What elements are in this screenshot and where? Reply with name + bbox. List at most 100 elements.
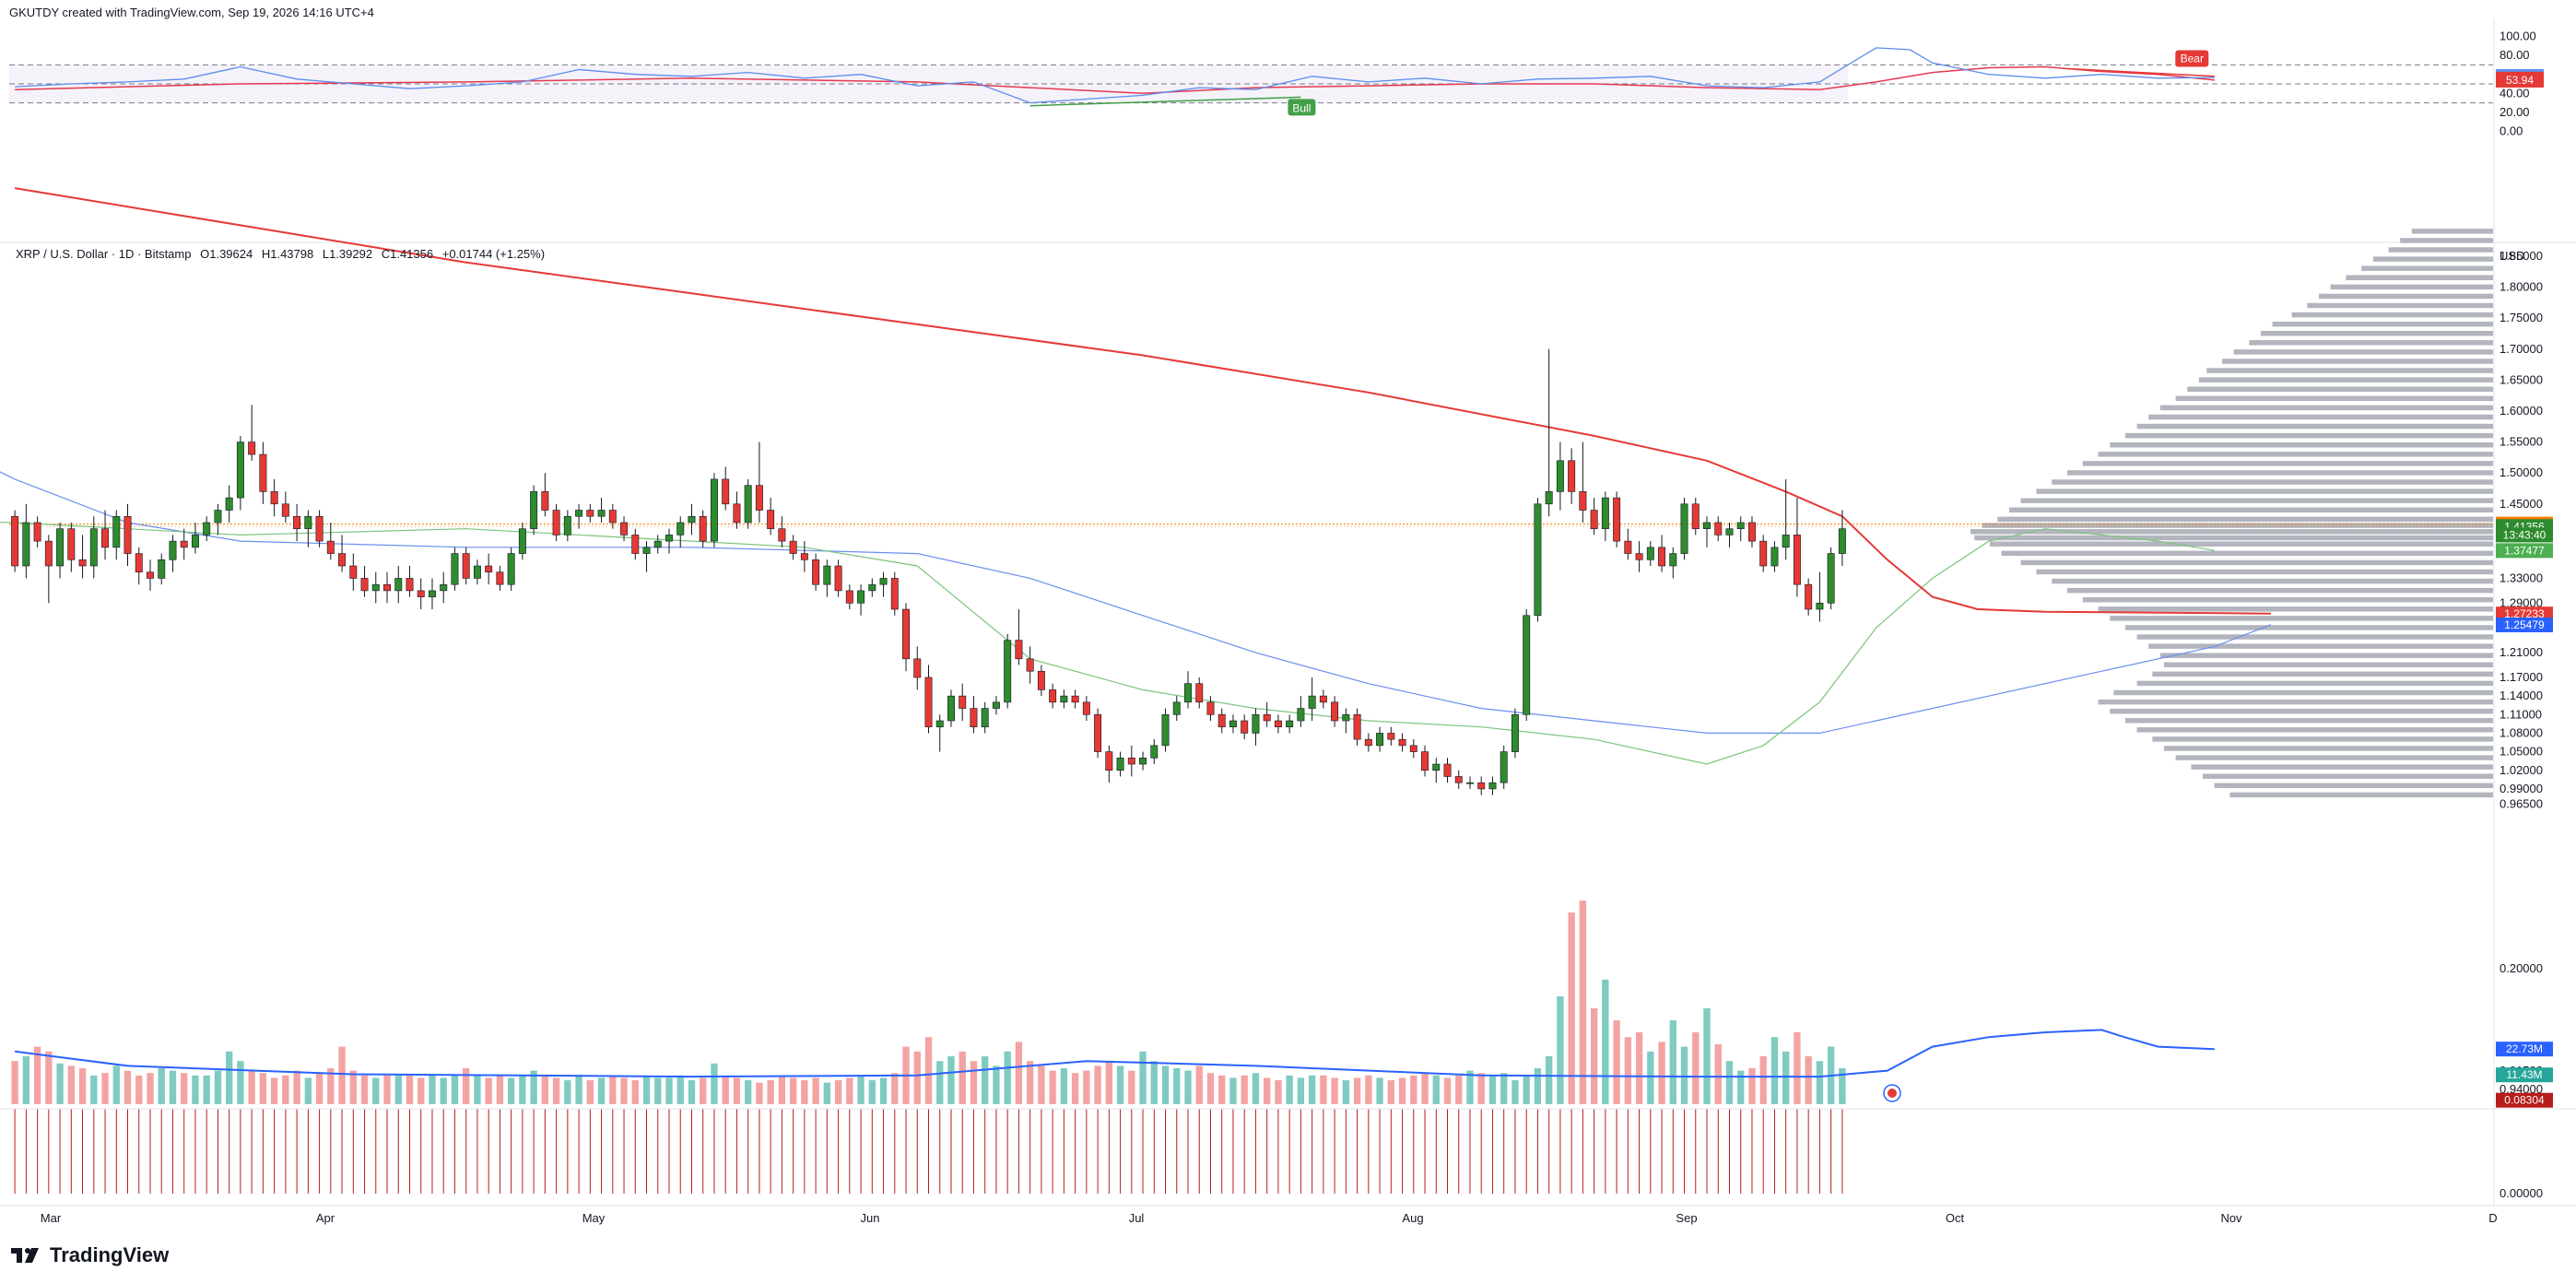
volume-bar	[767, 1080, 774, 1104]
volume-bar	[181, 1073, 188, 1104]
candle-body	[440, 583, 448, 592]
candle-body	[767, 510, 775, 529]
volume-bar	[846, 1077, 853, 1104]
osc-tick-label: 0.00000	[2500, 1186, 2543, 1200]
volume-bar	[1173, 1068, 1181, 1104]
candle-body	[394, 578, 403, 592]
volume-bar	[1264, 1077, 1271, 1104]
volume-bar	[700, 1077, 707, 1104]
volume-profile-bar	[2136, 680, 2493, 687]
candle-body	[158, 559, 166, 579]
legend-close: C1.41356	[381, 247, 434, 261]
volume-bar	[1669, 1020, 1676, 1104]
osc-tick-label: 0.20000	[2500, 961, 2543, 975]
volume-bar	[1466, 1070, 1474, 1104]
candle-body	[653, 540, 662, 548]
volume-bar	[1737, 1070, 1745, 1104]
rsi-value-tag	[2496, 71, 2544, 88]
time-axis-label: Sep	[1676, 1211, 1697, 1225]
volume-profile-bar	[2159, 405, 2493, 411]
candle-body	[44, 540, 53, 567]
tradingview-logo[interactable]: TradingView	[11, 1243, 169, 1267]
candle-body	[1286, 720, 1294, 728]
volume-profile-bar	[2036, 569, 2493, 575]
candle-body	[992, 701, 1000, 709]
candle-body	[1770, 547, 1779, 567]
price-tick-label: 1.65000	[2500, 372, 2543, 386]
price-tick-label: 0.94000	[2500, 1082, 2543, 1096]
volume-bar	[1060, 1068, 1068, 1104]
symbol-legend: XRP / U.S. Dollar · 1D · Bitstamp O1.396…	[16, 247, 550, 261]
volume-bar	[891, 1073, 899, 1104]
legend-symbol[interactable]: XRP / U.S. Dollar · 1D · Bitstamp	[16, 247, 192, 261]
volume-bar	[530, 1070, 537, 1104]
volume-bar	[169, 1070, 177, 1104]
candle-body	[935, 720, 944, 728]
candle-body	[1624, 540, 1632, 554]
candle-body	[868, 583, 876, 592]
volume-bar	[1500, 1073, 1508, 1104]
candle-body	[789, 540, 797, 554]
volume-profile-bar	[2249, 340, 2493, 346]
candle-body	[507, 553, 515, 585]
candle-body	[1827, 553, 1835, 604]
candle-body	[236, 441, 244, 499]
volume-profile-bar	[2261, 331, 2493, 336]
volume-bar	[1545, 1056, 1553, 1104]
volume-profile-bar	[2233, 349, 2493, 355]
volume-bar	[338, 1046, 346, 1104]
candle-body	[1105, 751, 1113, 771]
candle-body	[857, 590, 865, 604]
price-tag	[2496, 543, 2553, 559]
volume-bar	[1297, 1077, 1305, 1104]
price-tick-label: 1.75000	[2500, 311, 2543, 324]
volume-profile-bar	[2110, 708, 2493, 714]
rsi-tick-label: 100.00	[2500, 29, 2536, 43]
volume-bar	[1286, 1075, 1293, 1104]
volume-bar	[1015, 1042, 1023, 1104]
volume-bar	[609, 1075, 617, 1104]
candle-body	[1714, 522, 1723, 536]
candle-body	[845, 590, 853, 604]
candle-body	[169, 540, 177, 560]
price-tick-label: 1.02000	[2500, 763, 2543, 777]
volume-bar	[67, 1065, 75, 1104]
candle-body	[1127, 758, 1135, 765]
volume-bar	[1139, 1051, 1147, 1104]
candle-body	[823, 565, 831, 585]
currency-label: USD	[2500, 249, 2524, 263]
volume-bar	[924, 1037, 933, 1104]
volume-bar	[270, 1077, 278, 1104]
volume-bar	[1353, 1077, 1361, 1104]
rsi-value-tag-label: 53.94	[2506, 74, 2534, 87]
price-tick-label: 1.33000	[2500, 571, 2543, 584]
volume-bar	[1275, 1080, 1282, 1104]
volume-bar	[1816, 1061, 1824, 1104]
candle-body	[135, 553, 143, 573]
volume-profile-bar	[1982, 523, 2493, 528]
volume-bar	[1805, 1056, 1812, 1104]
volume-bar	[722, 1075, 729, 1104]
candle-body	[383, 583, 391, 592]
volume-bar	[541, 1075, 549, 1104]
candle-body	[1477, 782, 1486, 790]
candle-body	[959, 695, 967, 709]
candle-body	[1443, 763, 1452, 777]
candle-body	[371, 583, 380, 592]
candle-body	[1217, 713, 1226, 728]
volume-bar	[1488, 1075, 1497, 1104]
volume-profile-bar	[2175, 395, 2493, 402]
candle-body	[586, 510, 594, 517]
volume-profile-bar	[2067, 587, 2493, 594]
volume-tag-label: 22.73M	[2506, 1042, 2543, 1055]
volume-profile-bar	[2159, 653, 2493, 658]
volume-bar	[1308, 1075, 1316, 1104]
candle-body	[1172, 701, 1181, 715]
candle-body	[1601, 497, 1609, 529]
volume-bar	[1759, 1056, 1767, 1104]
volume-bar	[1794, 1032, 1801, 1104]
volume-bar	[418, 1077, 425, 1104]
volume-profile-bar	[2291, 312, 2493, 318]
volume-bar	[192, 1075, 199, 1104]
